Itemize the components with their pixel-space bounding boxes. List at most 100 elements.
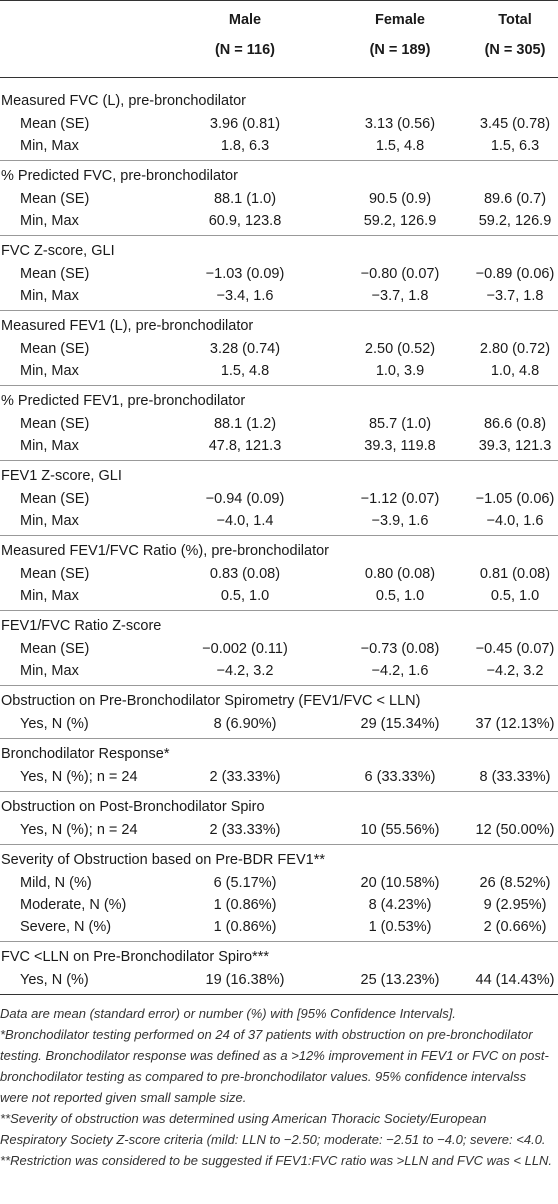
table-row: Yes, N (%); n = 24 2 (33.33%) 10 (55.56%) 1… — [0, 819, 558, 841]
row-label: Yes, N (%); n = 24 — [20, 822, 138, 838]
row-label: Min, Max — [20, 288, 79, 304]
section: Severity of Obstruction based on Pre-BDR… — [0, 845, 558, 942]
cell-value: 1 (0.53%) — [368, 919, 432, 935]
cell-value: 1.5, 4.8 — [220, 363, 270, 379]
table-row: Mild, N (%) 6 (5.17%) 20 (10.58%) 26 (8.52%… — [0, 872, 558, 894]
row-label: Mild, N (%) — [20, 875, 92, 891]
row-label: Moderate, N (%) — [20, 897, 127, 913]
cell-value: 8 (4.23%) — [368, 897, 432, 913]
cell-value: 12 (50.00%) — [475, 822, 555, 838]
cell-value: 6 (5.17%) — [213, 875, 277, 891]
cell-value: 8 (33.33%) — [479, 769, 551, 785]
row-label: Mean (SE) — [20, 191, 90, 207]
section: Measured FEV1 (L), pre-bronchodilator Mea… — [0, 311, 558, 386]
section-title: Severity of Obstruction based on Pre-BDR… — [1, 852, 325, 868]
cell-value: 3.45 (0.78) — [479, 116, 551, 132]
section-title: Bronchodilator Response* — [1, 746, 170, 762]
cell-value: 39.3, 119.8 — [364, 438, 436, 454]
row-label: Min, Max — [20, 438, 79, 454]
table-row: Mean (SE) 3.96 (0.81) 3.13 (0.56) 3.45 (0.7… — [0, 113, 558, 135]
cell-value: 1.5, 4.8 — [375, 138, 425, 154]
row-label: Yes, N (%); n = 24 — [20, 769, 138, 785]
cell-value: 1.5, 6.3 — [490, 138, 540, 154]
cell-value: −3.7, 1.8 — [371, 288, 429, 304]
cell-value: 20 (10.58%) — [360, 875, 440, 891]
row-label: Yes, N (%) — [20, 972, 89, 988]
cell-value: 0.5, 1.0 — [220, 588, 270, 604]
row-label: Min, Max — [20, 138, 79, 154]
section-title: % Predicted FVC, pre-bronchodilator — [1, 168, 238, 184]
section: FEV1/FVC Ratio Z-score Mean (SE) −0.002 (0… — [0, 611, 558, 686]
row-label: Min, Max — [20, 588, 79, 604]
cell-value: 88.1 (1.0) — [213, 191, 277, 207]
cell-value: 1.0, 4.8 — [490, 363, 540, 379]
section: % Predicted FVC, pre-bronchodilator Mean … — [0, 161, 558, 236]
cell-value: 0.81 (0.08) — [479, 566, 551, 582]
cell-value: 8 (6.90%) — [213, 716, 277, 732]
cell-value: 19 (16.38%) — [205, 972, 285, 988]
cell-value: 59.2, 126.9 — [363, 213, 437, 229]
section: FVC Z-score, GLI Mean (SE) −1.03 (0.09) −0.… — [0, 236, 558, 311]
footnote: **Restriction was considered to be sugge… — [0, 1153, 553, 1168]
cell-value: 25 (13.23%) — [360, 972, 440, 988]
table-row: Mean (SE) 3.28 (0.74) 2.50 (0.52) 2.80 (0.7… — [0, 338, 558, 360]
cell-value: 85.7 (1.0) — [368, 416, 432, 432]
cell-value: 89.6 (0.7) — [483, 191, 547, 207]
section-title: Measured FVC (L), pre-bronchodilator — [1, 93, 246, 109]
cell-value: 2 (33.33%) — [209, 822, 281, 838]
table-row: Mean (SE) 88.1 (1.2) 85.7 (1.0) 86.6 (0.8) — [0, 413, 558, 435]
cell-value: 44 (14.43%) — [475, 972, 555, 988]
cell-value: 1.8, 6.3 — [220, 138, 270, 154]
section-title: FEV1/FVC Ratio Z-score — [1, 618, 162, 634]
row-label: Mean (SE) — [20, 266, 90, 282]
table-row: Min, Max −3.4, 1.6 −3.7, 1.8 −3.7, 1.8 — [0, 285, 558, 307]
section-title: FVC <LLN on Pre-Bronchodilator Spiro*** — [1, 949, 269, 965]
section: Obstruction on Pre-Bronchodilator Spirom… — [0, 686, 558, 739]
table-row: Min, Max 0.5, 1.0 0.5, 1.0 0.5, 1.0 — [0, 585, 558, 607]
table-row: Mean (SE) 0.83 (0.08) 0.80 (0.08) 0.81 (0.0… — [0, 563, 558, 585]
row-label: Mean (SE) — [20, 416, 90, 432]
column-header: Total — [498, 12, 532, 28]
cell-value: −4.2, 3.2 — [486, 663, 544, 679]
table-row: Moderate, N (%) 1 (0.86%) 8 (4.23%) 9 (2.95… — [0, 894, 558, 916]
column-n: (N = 189) — [369, 42, 431, 58]
cell-value: −1.05 (0.06) — [475, 491, 555, 507]
row-label: Min, Max — [20, 363, 79, 379]
cell-value: 2.80 (0.72) — [479, 341, 551, 357]
cell-value: 90.5 (0.9) — [368, 191, 432, 207]
cell-value: 0.5, 1.0 — [490, 588, 540, 604]
section: Obstruction on Post-Bronchodilator Spiro… — [0, 792, 558, 845]
table-row: Min, Max 1.5, 4.8 1.0, 3.9 1.0, 4.8 — [0, 360, 558, 382]
column-header: Female — [375, 12, 425, 28]
footnote: **Severity of obstruction was determined… — [0, 1111, 546, 1147]
cell-value: 59.2, 126.9 — [478, 213, 552, 229]
section: Bronchodilator Response* Yes, N (%); n = … — [0, 739, 558, 792]
column-n: (N = 305) — [484, 42, 546, 58]
cell-value: 3.28 (0.74) — [209, 341, 281, 357]
section-title: % Predicted FEV1, pre-bronchodilator — [1, 393, 246, 409]
row-label: Yes, N (%) — [20, 716, 89, 732]
cell-value: 1 (0.86%) — [213, 897, 277, 913]
table-row: Min, Max 47.8, 121.3 39.3, 119.8 39.3, 121.… — [0, 435, 558, 457]
cell-value: 2.50 (0.52) — [364, 341, 436, 357]
footnote: *Bronchodilator testing performed on 24 … — [0, 1027, 549, 1105]
cell-value: −4.2, 1.6 — [371, 663, 429, 679]
table-row: Severe, N (%) 1 (0.86%) 1 (0.53%) 2 (0.66%) — [0, 916, 558, 938]
cell-value: −3.7, 1.8 — [486, 288, 544, 304]
row-label: Mean (SE) — [20, 116, 90, 132]
row-label: Mean (SE) — [20, 566, 90, 582]
section-title: Obstruction on Post-Bronchodilator Spiro — [1, 799, 265, 815]
cell-value: 47.8, 121.3 — [208, 438, 282, 454]
section-title: Measured FEV1/FVC Ratio (%), pre-broncho… — [1, 543, 329, 559]
cell-value: 3.96 (0.81) — [209, 116, 281, 132]
section: Measured FEV1/FVC Ratio (%), pre-broncho… — [0, 536, 558, 611]
table-row: Yes, N (%); n = 24 2 (33.33%) 6 (33.33%) 8 … — [0, 766, 558, 788]
cell-value: −0.73 (0.08) — [360, 641, 440, 657]
cell-value: 88.1 (1.2) — [213, 416, 277, 432]
cell-value: 10 (55.56%) — [360, 822, 440, 838]
cell-value: 0.83 (0.08) — [209, 566, 281, 582]
row-label: Mean (SE) — [20, 491, 90, 507]
cell-value: 2 (0.66%) — [483, 919, 547, 935]
cell-value: −3.9, 1.6 — [371, 513, 429, 529]
cell-value: −4.0, 1.6 — [486, 513, 544, 529]
